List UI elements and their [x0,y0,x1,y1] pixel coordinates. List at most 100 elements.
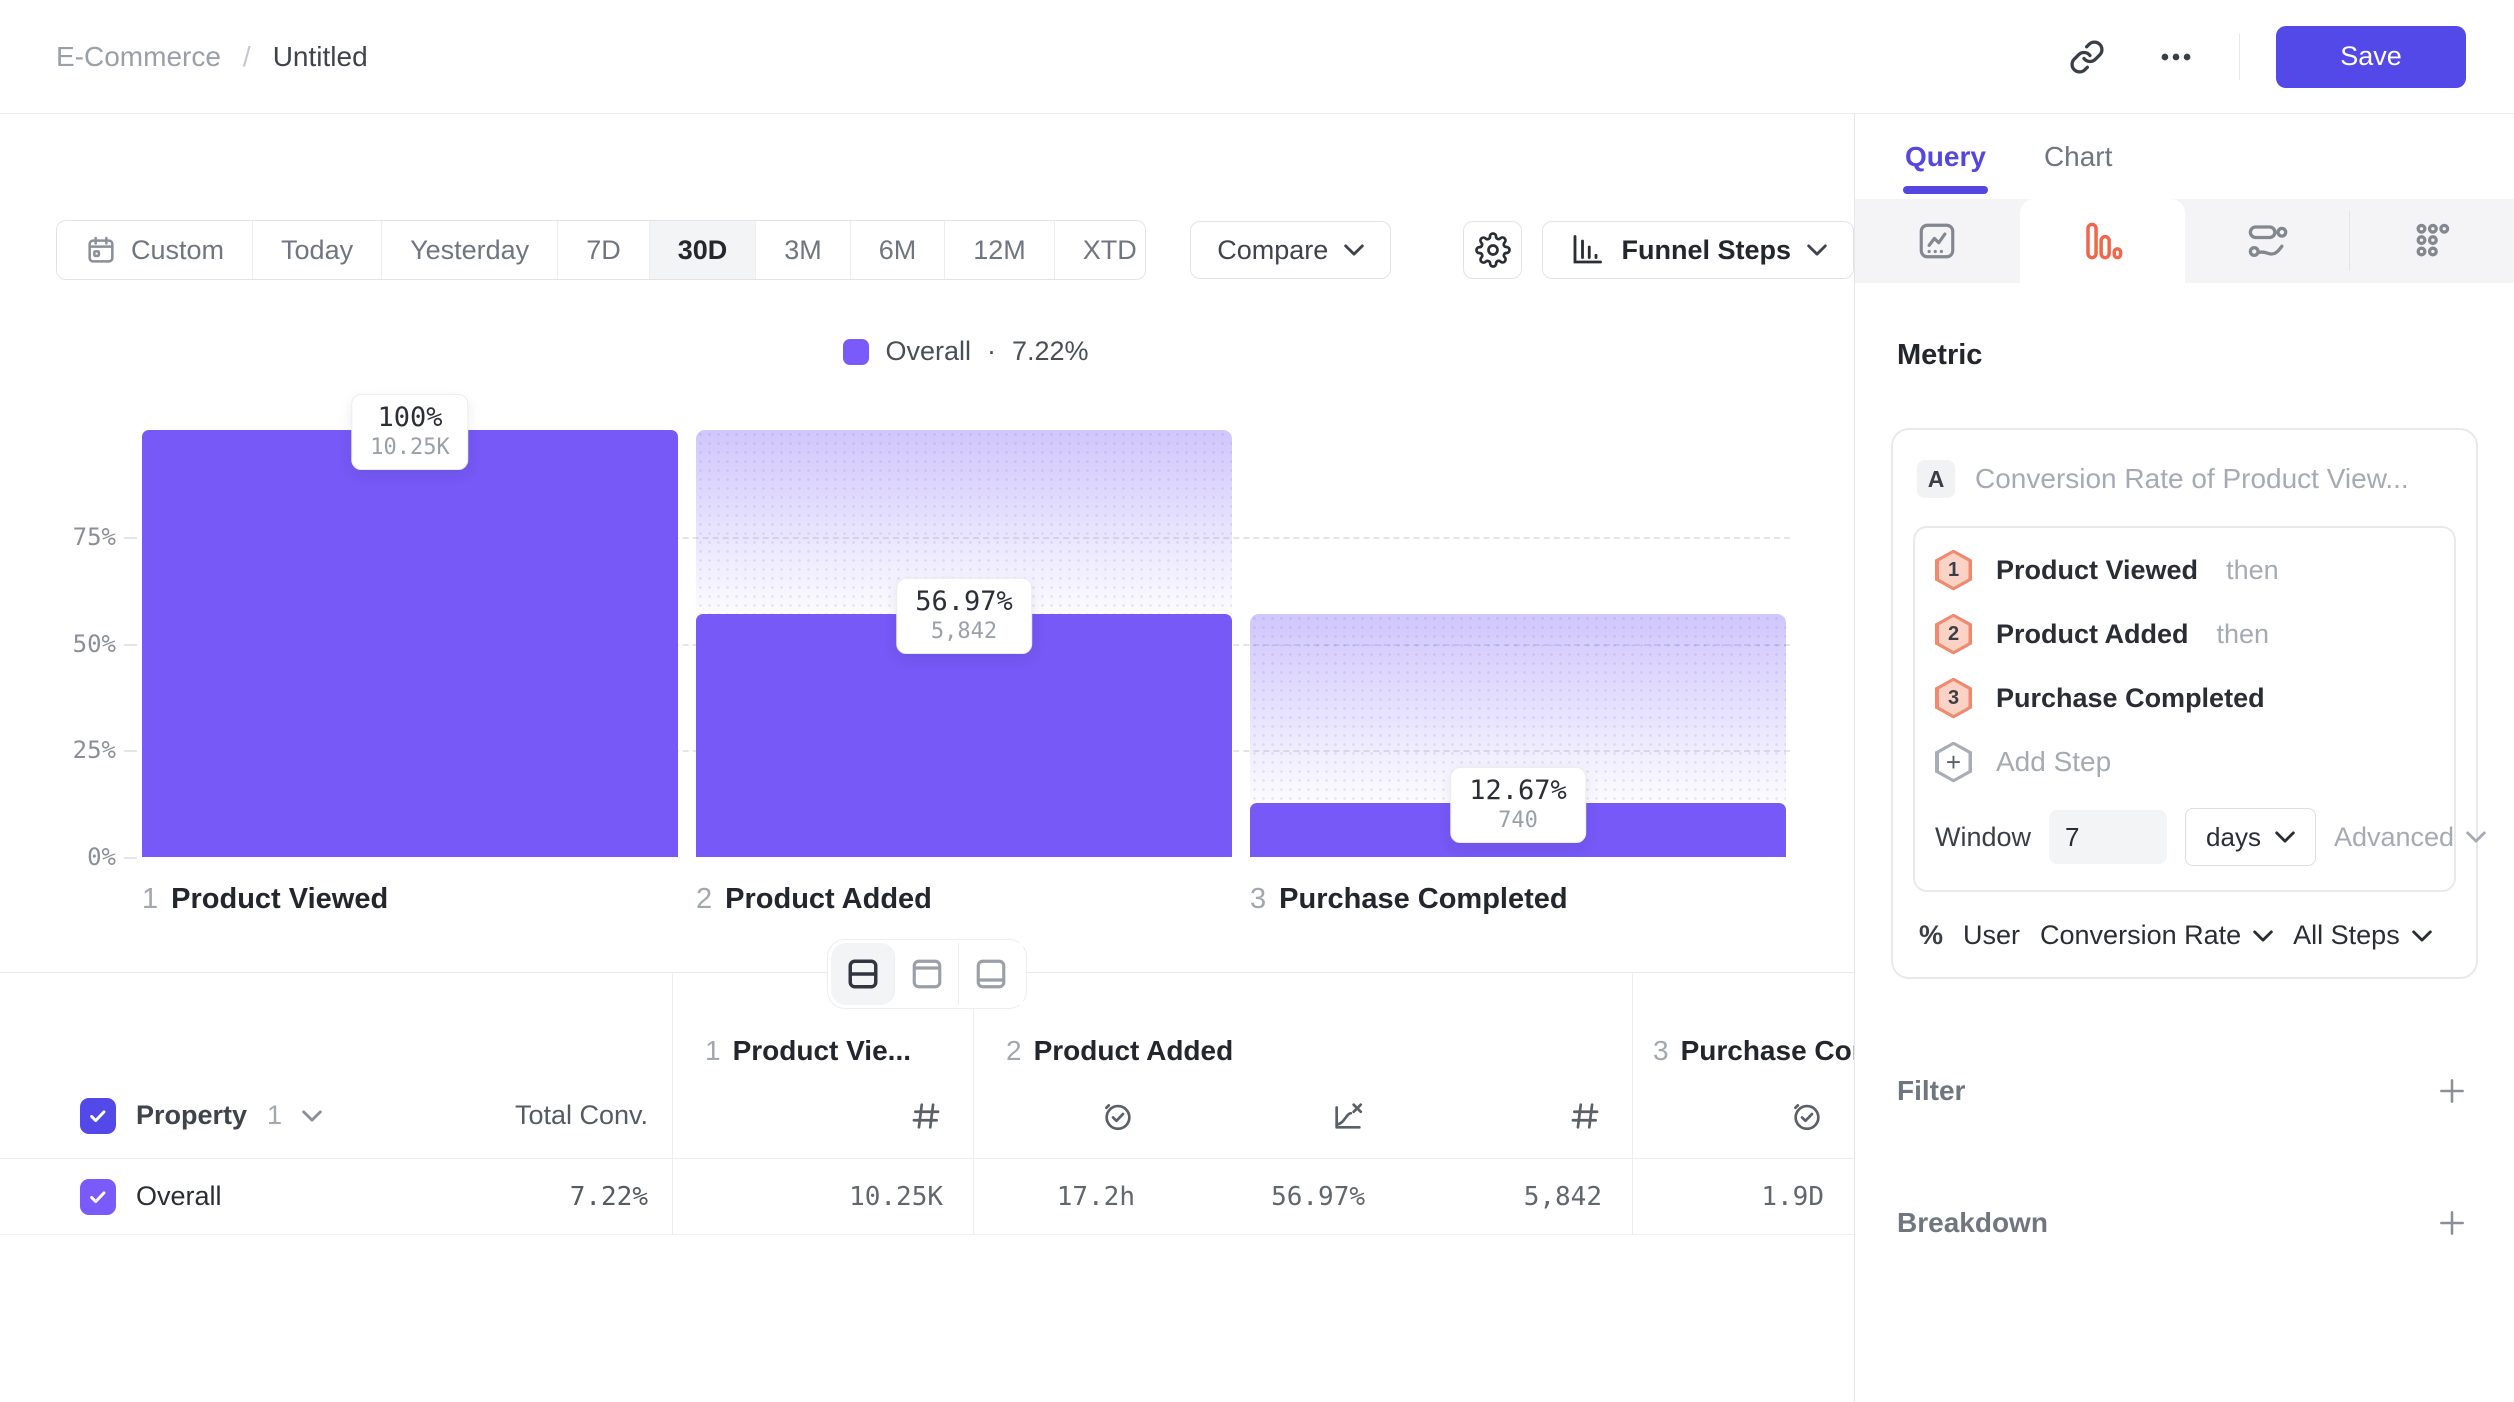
flow-icon [2246,220,2288,262]
count-icon [909,1099,943,1133]
add-filter-button[interactable] [2432,1071,2472,1111]
chevron-down-icon [2253,929,2273,943]
chart-view-selector-button[interactable]: Funnel Steps [1542,221,1854,279]
date-range-3m[interactable]: 3M [756,221,851,279]
split-view-icon [845,956,881,992]
y-axis-label: 75% [72,522,116,551]
row-name: Overall [136,1181,222,1211]
y-tick-mark [124,536,137,539]
tab-chart[interactable]: Chart [2043,140,2113,172]
row-value-step1-count: 10.25K [672,1159,973,1235]
metric-title: Conversion Rate of Product View... [1975,463,2409,494]
y-tick-mark [124,643,137,646]
topbar: E-Commerce / Untitled Save [0,0,2514,114]
funnel-step-2[interactable]: 2 Product Added then [1935,602,2434,666]
page-title[interactable]: Untitled [272,40,368,72]
plus-icon [2436,1075,2468,1107]
add-step-button[interactable]: + Add Step [1935,730,2434,794]
y-axis-label: 50% [72,629,116,658]
row-value-step3-time: 1.9D [1632,1159,1854,1235]
chevron-down-icon [2466,830,2486,844]
date-range-yesterday[interactable]: Yesterday [382,221,559,279]
metric-header-count-step1[interactable] [672,1073,973,1159]
chevron-down-icon [2275,830,2295,844]
advanced-toggle[interactable]: Advanced [2334,822,2486,853]
panel-body: Metric A Conversion Rate of Product View… [1855,283,2514,1402]
measure-entity[interactable]: User [1963,920,2021,950]
tab-query[interactable]: Query [1903,114,1988,199]
chart-type-line[interactable] [1855,199,2020,283]
funnel-step-3[interactable]: 3 Purchase Completed [1935,666,2434,730]
step-3-badge: 3 [1935,677,1972,719]
x-axis-step-label-1: 1 Product Viewed [142,883,389,915]
table-only-icon [973,956,1009,992]
date-range-today[interactable]: Today [253,221,383,279]
funnel-bars-icon [1569,232,1605,268]
funnel-step-1[interactable]: 1 Product Viewed then [1935,538,2434,602]
more-options-button[interactable] [2149,30,2203,84]
metric-card: A Conversion Rate of Product View... 1 P… [1891,428,2486,979]
add-step-icon: + [1935,741,1972,783]
metric-header-count-step2[interactable] [1395,1073,1632,1159]
date-range-7d[interactable]: 7D [558,221,650,279]
total-conv-header[interactable]: Total Conv. [514,1100,648,1130]
chart-type-strip [1855,199,2514,283]
percent-icon: % [1919,920,1944,950]
chart-legend[interactable]: Overall · 7.22% [142,336,1790,367]
share-link-button[interactable] [2061,31,2113,83]
date-range-12m[interactable]: 12M [945,221,1055,279]
count-icon [1568,1099,1602,1133]
conversion-chart-icon [1331,1099,1365,1133]
filter-section: Filter [1891,1071,2478,1111]
window-value-input[interactable] [2049,810,2168,864]
layout-table-only-button[interactable] [959,943,1023,1005]
chevron-down-icon [1344,243,1365,257]
metric-header[interactable]: A Conversion Rate of Product View... [1913,450,2456,504]
conversion-window-row: Window days Advanced [1935,808,2486,866]
metric-header-conversion-step2[interactable] [1165,1073,1395,1159]
layout-chart-only-button[interactable] [895,943,959,1005]
measure-metric-dropdown[interactable]: Conversion Rate [2040,920,2273,951]
bar-value-label-2: 56.97% 5,842 [896,577,1032,654]
save-button[interactable]: Save [2276,25,2466,88]
breakdown-heading: Breakdown [1897,1207,2048,1238]
layout-split-view-button[interactable] [831,943,895,1005]
breadcrumb: E-Commerce / Untitled [56,41,368,73]
date-range-30d[interactable]: 30D [649,221,757,279]
chart-type-more[interactable] [2349,199,2514,283]
chart-only-icon [909,956,945,992]
date-range-6m[interactable]: 6M [850,221,946,279]
table-row[interactable]: Overall 7.22% [0,1159,672,1235]
breadcrumb-project[interactable]: E-Commerce [56,40,221,72]
date-range-xtd[interactable]: XTD [1054,221,1146,279]
controls-row: Custom Today Yesterday 7D 30D 3M 6M 12M … [56,220,1854,280]
legend-series-name: Overall [885,336,971,366]
row-checkbox[interactable] [80,1178,116,1215]
metric-header-time-step2[interactable] [973,1073,1165,1159]
chevron-down-icon[interactable] [302,1109,322,1123]
legend-separator: · [986,336,996,366]
col-header-step1[interactable]: 1 Product Vie... [672,973,973,1073]
add-breakdown-button[interactable] [2432,1203,2472,1243]
measure-scope-dropdown[interactable]: All Steps [2293,920,2432,951]
measure-row: % User Conversion Rate All Steps [1919,920,2450,951]
funnel-bars-icon [2081,220,2123,262]
legend-series-value: 7.22% [1011,336,1089,366]
chart-type-flow[interactable] [2185,199,2350,283]
gridline-75 [142,536,1790,539]
metric-header-time-step3[interactable] [1632,1073,1854,1159]
col-header-step3[interactable]: 3 Purchase Completed [1632,973,1854,1073]
window-unit-dropdown[interactable]: days [2185,808,2316,866]
date-range-segmented: Custom Today Yesterday 7D 30D 3M 6M 12M … [56,220,1147,280]
chart-settings-button[interactable] [1463,221,1523,279]
chart-type-funnel[interactable] [2019,199,2185,283]
more-dots-icon [2411,220,2453,262]
funnel-bar-1[interactable] [142,430,678,857]
col-header-step2[interactable]: 2 Product Added [973,973,1632,1073]
layout-toggle [827,939,1027,1009]
select-all-checkbox[interactable] [80,1097,116,1134]
main-area: Custom Today Yesterday 7D 30D 3M 6M 12M … [0,114,1855,1402]
date-range-custom[interactable]: Custom [57,221,254,279]
funnel-bar-2[interactable] [696,613,1232,857]
compare-button[interactable]: Compare [1190,221,1392,279]
